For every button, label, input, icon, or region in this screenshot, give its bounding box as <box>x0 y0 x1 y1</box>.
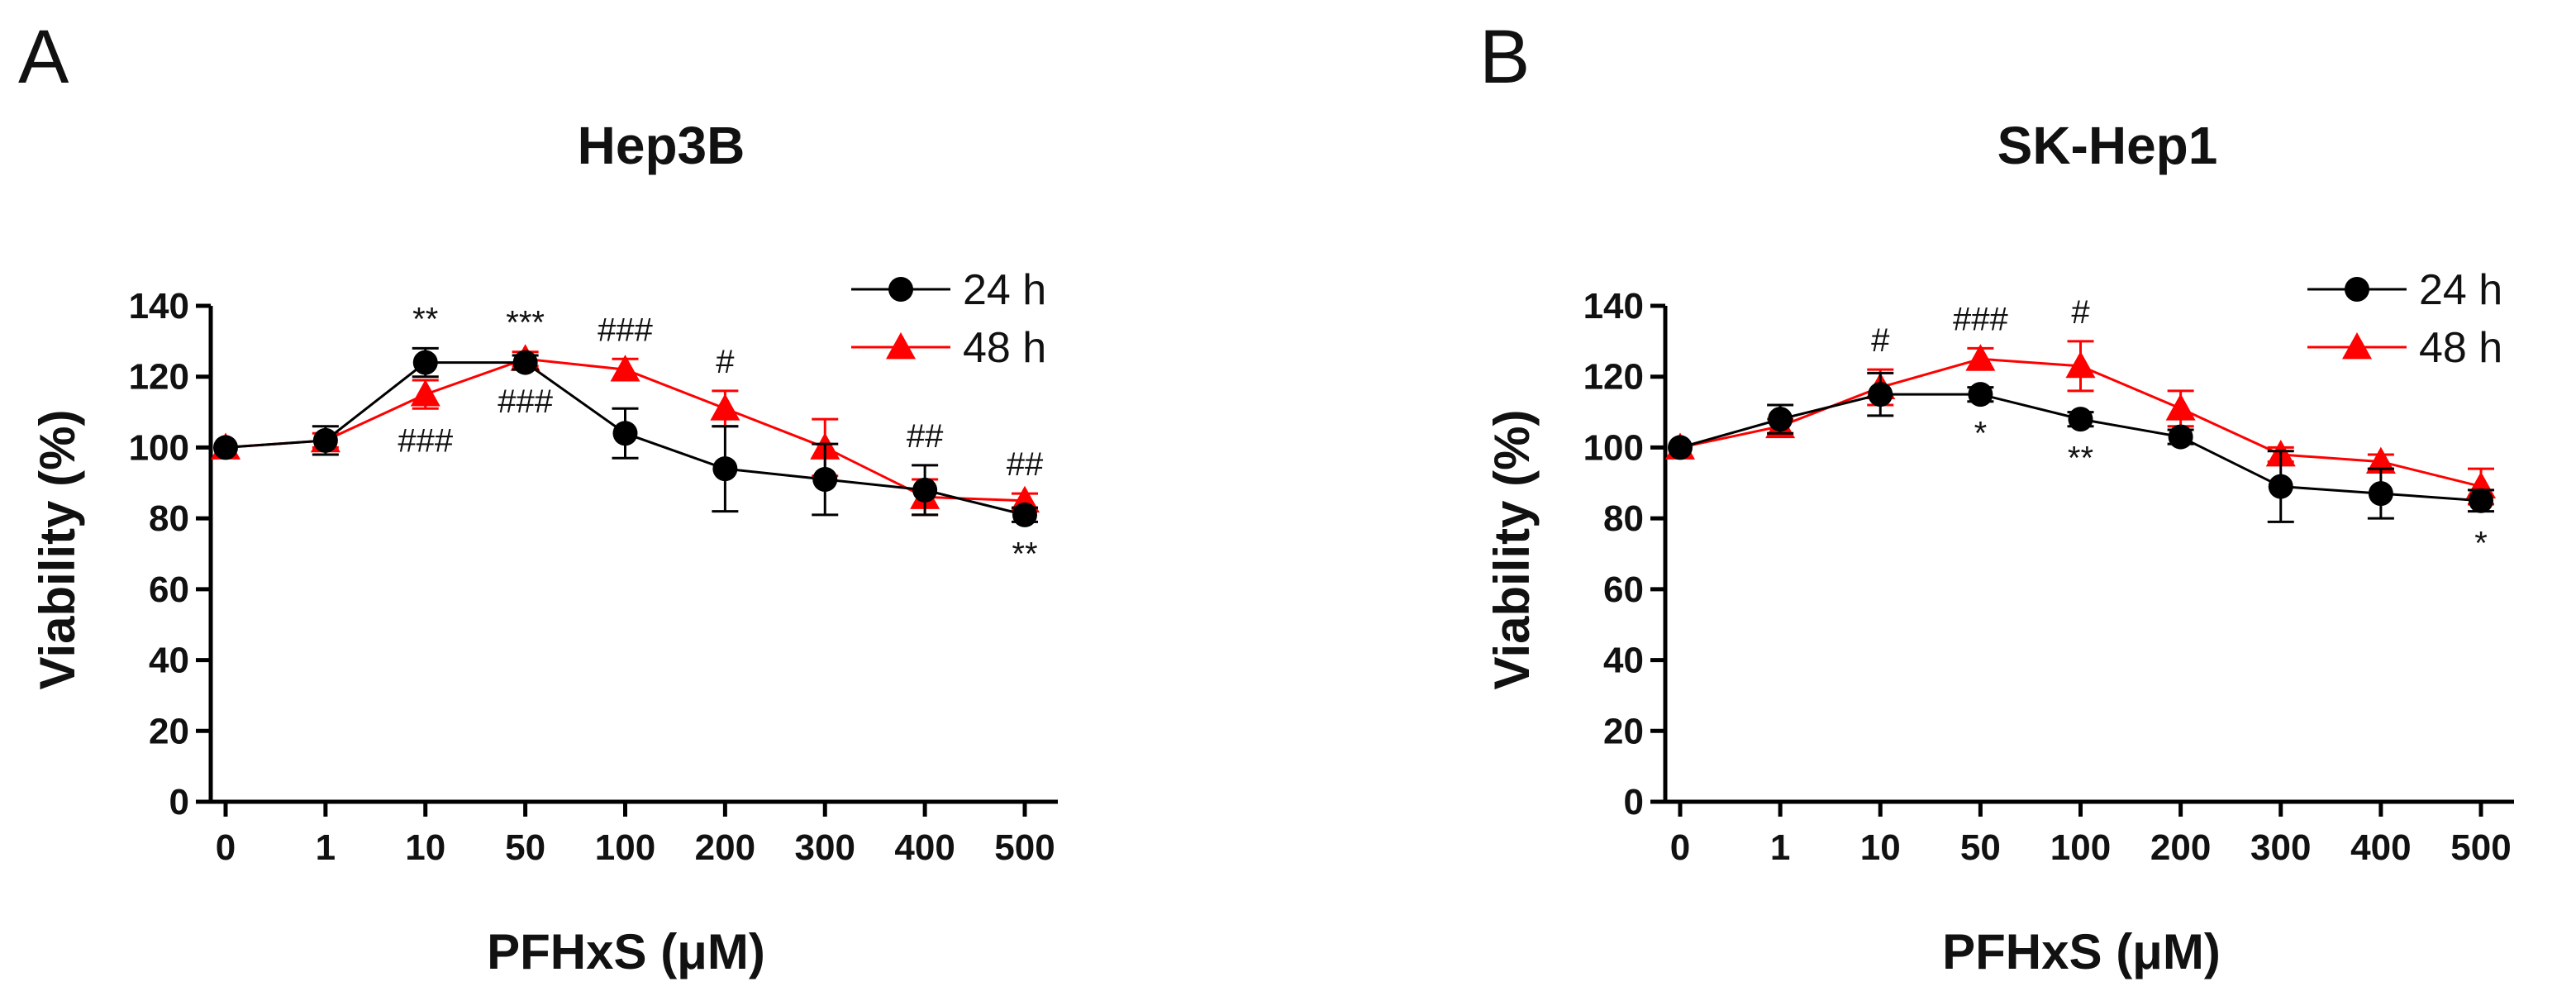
x-tick-label: 50 <box>505 827 545 868</box>
significance-annotation: ### <box>1953 301 2008 337</box>
significance-annotation: ## <box>1007 446 1044 483</box>
significance-annotation: ### <box>598 312 653 348</box>
y-tick-label: 0 <box>169 782 189 822</box>
data-point <box>912 477 938 503</box>
panel-label: A <box>18 15 69 99</box>
series-24-h <box>213 346 1038 527</box>
x-tick-label: 200 <box>2150 827 2211 868</box>
legend-label: 24 h <box>2419 266 2502 314</box>
data-point <box>1012 502 1037 527</box>
x-tick-label: 0 <box>1670 827 1690 868</box>
x-tick-label: 400 <box>894 827 955 868</box>
x-tick-label: 0 <box>216 827 236 868</box>
y-tick-label: 60 <box>1603 569 1644 610</box>
x-tick-label: 400 <box>2350 827 2411 868</box>
x-tick-label: 200 <box>695 827 755 868</box>
y-tick-label: 20 <box>149 711 189 751</box>
x-tick-label: 1 <box>1770 827 1790 868</box>
y-tick-label: 40 <box>149 641 189 681</box>
y-axis-title: Viability (%) <box>1484 410 1540 690</box>
legend-marker <box>2342 332 2372 360</box>
x-tick-label: 300 <box>795 827 855 868</box>
chart-title: SK-Hep1 <box>1997 116 2218 175</box>
y-tick-label: 0 <box>1624 782 1644 822</box>
data-point <box>412 350 438 375</box>
legend-label: 24 h <box>963 266 1046 314</box>
x-tick-label: 500 <box>994 827 1055 868</box>
x-tick-label: 100 <box>595 827 655 868</box>
x-tick-label: 10 <box>1860 827 1901 868</box>
significance-annotation: ### <box>498 384 553 420</box>
chart-title: Hep3B <box>578 116 745 175</box>
significance-annotation: ** <box>412 301 438 337</box>
x-tick-label: 1 <box>316 827 336 868</box>
data-point <box>812 467 838 492</box>
y-tick-label: 20 <box>1603 711 1644 751</box>
data-point <box>2469 488 2493 513</box>
x-tick-label: 100 <box>2050 827 2111 868</box>
significance-annotation: * <box>1974 416 1988 452</box>
significance-annotation: # <box>2071 294 2090 331</box>
data-point <box>512 350 538 375</box>
y-tick-label: 100 <box>1583 427 1644 468</box>
data-point <box>2068 407 2093 432</box>
y-axis-title: Viability (%) <box>30 410 85 690</box>
data-point <box>213 435 238 460</box>
legend-marker <box>2345 277 2369 302</box>
data-point <box>2165 393 2196 421</box>
x-tick-label: 300 <box>2250 827 2311 868</box>
panel-a: A Hep3B 0 20 40 60 80 100 120 140 0 1 10 50 100 200 300 4… <box>18 15 1058 979</box>
data-point <box>1868 382 1893 407</box>
y-tick-label: 80 <box>1603 498 1644 539</box>
significance-annotation: # <box>716 344 735 380</box>
x-tick-label: 10 <box>405 827 445 868</box>
significance-annotation: ** <box>1012 536 1037 572</box>
data-point <box>410 379 440 407</box>
data-point <box>2065 350 2096 379</box>
x-axis-title: PFHxS (μM) <box>1942 924 2221 979</box>
legend-label: 48 h <box>963 324 1046 372</box>
significance-annotation: ** <box>2068 441 2093 477</box>
significance-annotation: # <box>1871 322 1890 359</box>
x-tick-label: 500 <box>2450 827 2511 868</box>
data-point <box>1968 382 1993 407</box>
data-point <box>712 456 738 482</box>
y-tick-label: 120 <box>129 357 189 398</box>
data-point <box>312 427 338 453</box>
data-point <box>1768 407 1793 432</box>
significance-annotation: * <box>2474 526 2488 562</box>
x-tick-label: 50 <box>1960 827 2001 868</box>
legend-label: 48 h <box>2419 324 2502 372</box>
legend-marker <box>886 332 916 360</box>
y-tick-label: 60 <box>149 569 189 610</box>
data-point <box>2368 481 2393 507</box>
x-axis-title: PFHxS (μM) <box>487 924 765 979</box>
panel-label: B <box>1479 15 1530 99</box>
significance-annotation: ## <box>907 418 944 455</box>
y-tick-label: 40 <box>1603 641 1644 681</box>
data-point <box>1668 435 1693 460</box>
significance-annotation: ### <box>398 422 453 459</box>
data-point <box>2365 446 2396 474</box>
series-24-h <box>1668 371 2494 523</box>
y-tick-label: 140 <box>1583 286 1644 326</box>
data-point <box>612 421 638 446</box>
data-point <box>1965 344 1996 371</box>
data-point <box>710 393 740 421</box>
data-point <box>2168 424 2193 450</box>
y-tick-label: 100 <box>129 427 189 468</box>
y-tick-label: 140 <box>129 286 189 326</box>
legend-marker <box>888 277 913 302</box>
data-point <box>610 355 640 382</box>
y-tick-label: 80 <box>149 498 189 539</box>
significance-annotation: *** <box>506 305 545 341</box>
data-point <box>2268 474 2293 499</box>
y-tick-label: 120 <box>1583 357 1644 398</box>
panel-b: B SK-Hep1 0 20 40 60 80 100 120 140 0 1 10 50 100 200 30… <box>1479 15 2514 979</box>
